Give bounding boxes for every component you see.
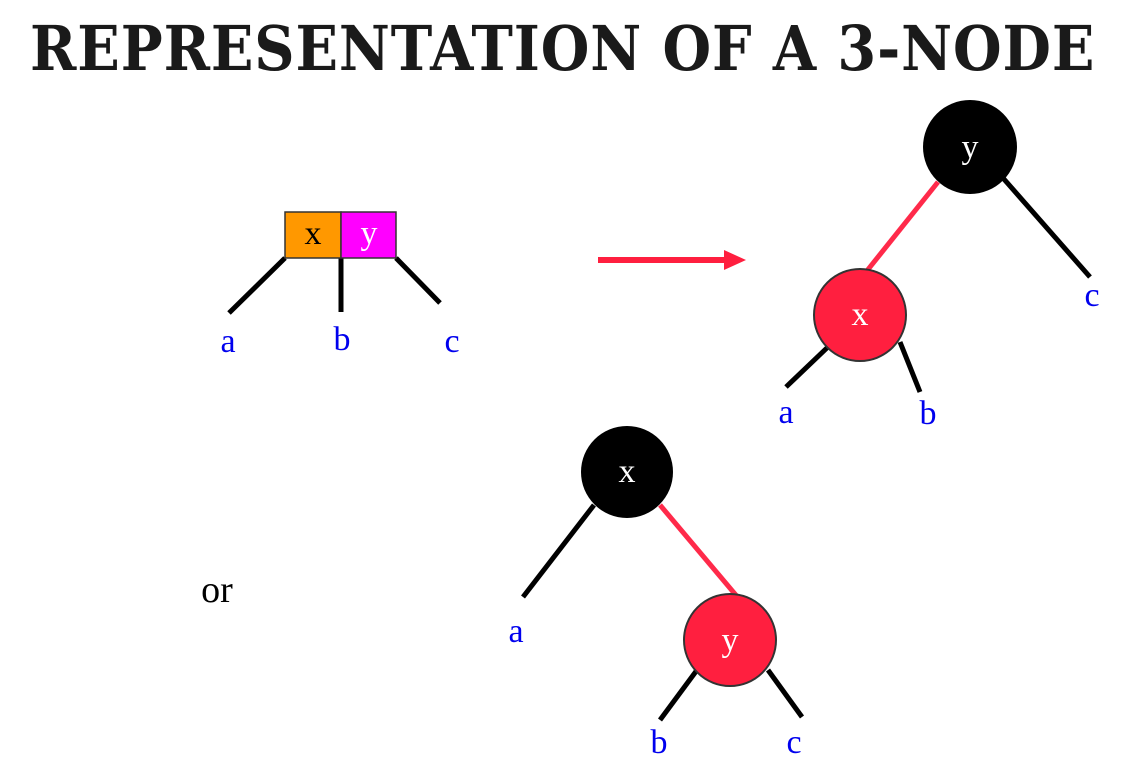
tree2-red-node bbox=[683, 593, 777, 687]
page-title: REPRESENTATION OF A 3-NODE bbox=[30, 12, 1096, 85]
three-node: x y a b c bbox=[220, 211, 460, 360]
three-node-edge-a bbox=[227, 256, 287, 315]
tree1-root-label: y bbox=[962, 129, 979, 166]
three-node-key-x-box bbox=[284, 211, 342, 259]
tree2-leaf-b: b bbox=[651, 724, 668, 761]
tree2-edge-red-c bbox=[765, 668, 805, 719]
tree2-leaf-c: c bbox=[786, 724, 801, 761]
or-label: or bbox=[201, 569, 233, 611]
tree1-red-node bbox=[813, 268, 907, 362]
tree1-edge-red-b bbox=[897, 341, 923, 393]
tree1-edge-root-red bbox=[864, 180, 940, 274]
arrow-head bbox=[724, 250, 746, 270]
tree1-leaf-a: a bbox=[778, 394, 793, 431]
right-arrow-icon bbox=[598, 250, 746, 270]
tree2-root-label: x bbox=[619, 453, 636, 490]
tree2-edge-red-b bbox=[657, 668, 700, 722]
three-node-edge-c bbox=[394, 256, 442, 305]
tree1-leaf-c: c bbox=[1084, 277, 1099, 314]
tree-left-leaning: y x a b c bbox=[778, 100, 1100, 432]
three-node-key-y: y bbox=[361, 215, 378, 252]
three-node-child-b: b bbox=[334, 321, 351, 358]
tree2-leaf-a: a bbox=[508, 613, 523, 650]
tree2-root-node bbox=[581, 426, 673, 518]
tree1-leaf-b: b bbox=[920, 395, 937, 432]
three-node-child-a: a bbox=[220, 323, 235, 360]
tree2-red-label: y bbox=[722, 622, 739, 659]
three-node-key-x: x bbox=[305, 215, 322, 252]
tree1-root-node bbox=[923, 100, 1017, 194]
tree1-red-label: x bbox=[852, 296, 869, 333]
tree1-edge-red-a bbox=[784, 343, 832, 389]
tree1-edge-root-c bbox=[1001, 176, 1092, 279]
tree2-edge-root-red bbox=[658, 503, 742, 602]
tree2-edge-root-a bbox=[521, 503, 596, 599]
three-node-child-c: c bbox=[444, 323, 459, 360]
tree-right-leaning: x y a b c bbox=[508, 426, 805, 761]
three-node-key-y-box bbox=[340, 211, 397, 259]
